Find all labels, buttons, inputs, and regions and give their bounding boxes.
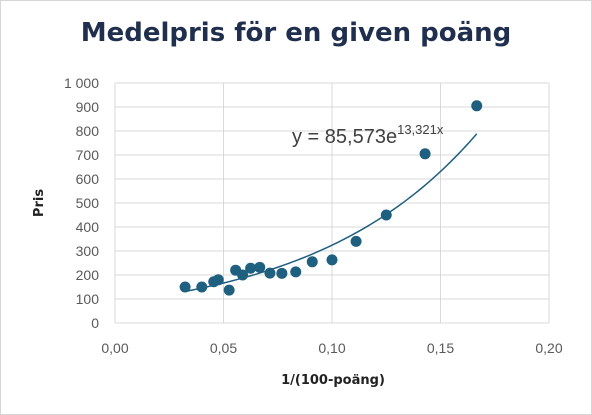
data-point	[380, 209, 392, 221]
data-point	[179, 281, 191, 293]
y-tick-label: 500	[76, 195, 100, 211]
x-tick-label: 0,05	[210, 340, 237, 356]
data-point	[196, 281, 208, 293]
y-tick-label: 800	[76, 123, 100, 139]
data-point	[237, 269, 249, 281]
trendline	[184, 133, 478, 293]
data-point	[419, 148, 431, 160]
data-point	[276, 267, 288, 279]
y-tick-label: 400	[76, 219, 100, 235]
data-point	[254, 261, 266, 273]
y-tick-label: 100	[76, 291, 100, 307]
x-tick-label: 0,20	[535, 340, 562, 356]
y-tick-label: 1 000	[64, 75, 99, 91]
y-tick-label: 0	[91, 315, 99, 331]
x-tick-label: 0,15	[427, 340, 454, 356]
y-tick-label: 300	[76, 243, 100, 259]
y-axis-ticks: 0 100 200 300 400 500 600 700 800 900 1 000	[64, 75, 99, 331]
x-tick-label: 0,00	[101, 340, 128, 356]
x-axis-title: 1/(100-poäng)	[281, 373, 385, 388]
data-point	[350, 235, 362, 247]
data-point	[223, 284, 235, 296]
y-tick-label: 600	[76, 171, 100, 187]
y-axis-title: Pris	[32, 189, 47, 217]
y-tick-label: 200	[76, 267, 100, 283]
data-point	[212, 274, 224, 286]
data-points	[179, 100, 483, 296]
chart-title: Medelpris för en given poäng	[80, 18, 512, 48]
data-point	[245, 262, 257, 274]
x-axis-ticks: 0,00 0,05 0,10 0,15 0,20	[101, 340, 562, 356]
y-tick-label: 700	[76, 147, 100, 163]
trendline-equation-exponent: 13,321x	[397, 122, 444, 137]
x-tick-label: 0,10	[318, 340, 345, 356]
y-tick-label: 900	[76, 99, 100, 115]
gridlines	[114, 82, 550, 324]
trendline-equation: y = 85,573e13,321x	[292, 122, 444, 148]
data-point	[326, 254, 338, 266]
data-point	[264, 267, 276, 279]
data-point	[290, 266, 302, 278]
data-point	[471, 100, 483, 112]
trendline-equation-base: y = 85,573e	[292, 126, 397, 148]
data-point	[306, 256, 318, 268]
